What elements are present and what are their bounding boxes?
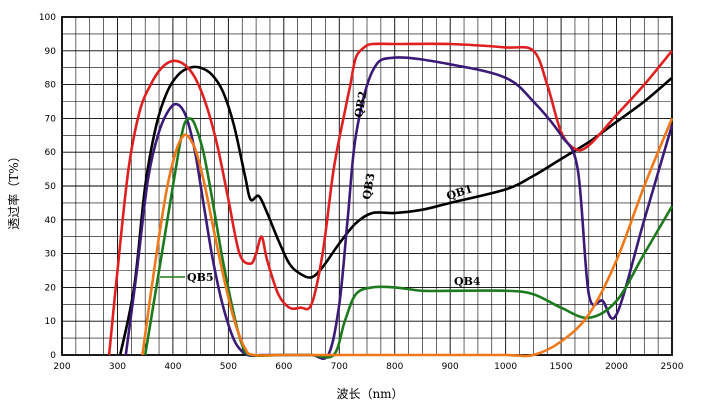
y-tick-label: 0 — [50, 351, 56, 361]
x-tick-label: 400 — [164, 362, 181, 372]
x-tick-label: 600 — [275, 362, 292, 372]
x-tick-label: 900 — [442, 362, 459, 372]
x-tick-label: 2000 — [605, 362, 628, 372]
x-tick-label: 700 — [331, 362, 348, 372]
y-tick-label: 30 — [45, 250, 57, 260]
x-axis-title: 波长（nm） — [336, 387, 403, 401]
x-tick-label: 800 — [386, 362, 403, 372]
series-line-qb5 — [141, 117, 674, 358]
x-tick-label: 2500 — [661, 362, 684, 372]
series-label-qb3: QB3 — [360, 172, 377, 200]
y-tick-label: 50 — [45, 182, 57, 192]
y-tick-label: 40 — [45, 216, 57, 226]
y-axis-title: 透过率（T%） — [6, 150, 21, 229]
x-tick-label: 300 — [109, 362, 126, 372]
y-tick-label: 10 — [45, 317, 57, 327]
series-label-qb2: QB2 — [352, 90, 369, 118]
y-tick-label: 90 — [45, 47, 57, 57]
series-label-qb4: QB4 — [454, 275, 481, 288]
y-tick-label: 80 — [45, 81, 57, 91]
series-line-qb1 — [118, 65, 673, 356]
series-label-qb5: QB5 — [187, 271, 214, 284]
y-tick-label: 100 — [39, 13, 56, 23]
tick-labels: 0 10 20 30 40 50 60 70 80 90 100 200 300 400 500 600 700… — [39, 13, 684, 372]
y-tick-label: 70 — [45, 114, 57, 124]
series-line-qb2 — [107, 42, 674, 356]
y-tick-label: 60 — [45, 148, 57, 158]
series-line-qb3 — [124, 56, 674, 360]
x-tick-label: 500 — [220, 362, 237, 372]
series-lines — [107, 42, 674, 360]
y-tick-label: 20 — [45, 283, 57, 293]
x-tick-label: 1000 — [494, 362, 517, 372]
x-tick-label: 1500 — [550, 362, 573, 372]
x-tick-label: 200 — [53, 362, 70, 372]
